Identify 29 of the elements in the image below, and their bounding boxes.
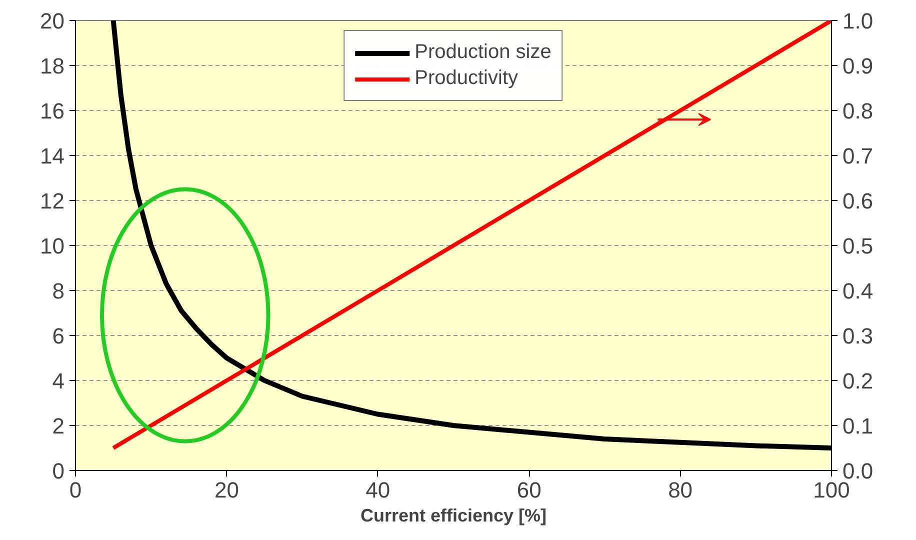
y-tick-label: 6 bbox=[52, 324, 65, 348]
y2-tick-label: 0.3 bbox=[842, 324, 874, 348]
x-tick-label: 20 bbox=[214, 478, 239, 502]
y2-tick-label: 0.7 bbox=[842, 144, 874, 168]
y2-tick-label: 0.1 bbox=[842, 414, 874, 438]
y-tick-label: 0 bbox=[52, 458, 65, 484]
y-tick-label: 16 bbox=[40, 98, 65, 124]
legend-label: Production size bbox=[414, 41, 552, 64]
y-tick-label: 2 bbox=[52, 414, 65, 438]
y-tick-label: 4 bbox=[52, 368, 65, 394]
x-tick-label: 0 bbox=[69, 478, 82, 502]
y2-tick-label: 0.6 bbox=[842, 188, 874, 214]
y-tick-label: 18 bbox=[40, 54, 65, 78]
y-tick-label: 12 bbox=[40, 188, 65, 214]
y-tick-label: 14 bbox=[40, 144, 65, 168]
x-axis-title: Current efficiency [%] bbox=[360, 506, 547, 526]
y2-tick-label: 0.5 bbox=[842, 234, 874, 258]
y-tick-label: 8 bbox=[52, 278, 65, 304]
y-tick-label: 10 bbox=[40, 234, 65, 258]
legend-label: Productivity bbox=[414, 67, 518, 90]
y2-tick-label: 0.4 bbox=[842, 278, 874, 304]
x-tick-label: 80 bbox=[668, 478, 693, 502]
x-tick-label: 40 bbox=[366, 478, 390, 502]
y2-tick-label: 0.9 bbox=[842, 54, 874, 78]
y2-tick-label: 0.8 bbox=[842, 98, 874, 124]
y2-tick-label: 1.0 bbox=[842, 8, 874, 34]
y2-tick-label: 0.2 bbox=[842, 368, 874, 394]
y-tick-label: 20 bbox=[40, 8, 65, 34]
x-tick-label: 60 bbox=[516, 478, 542, 502]
